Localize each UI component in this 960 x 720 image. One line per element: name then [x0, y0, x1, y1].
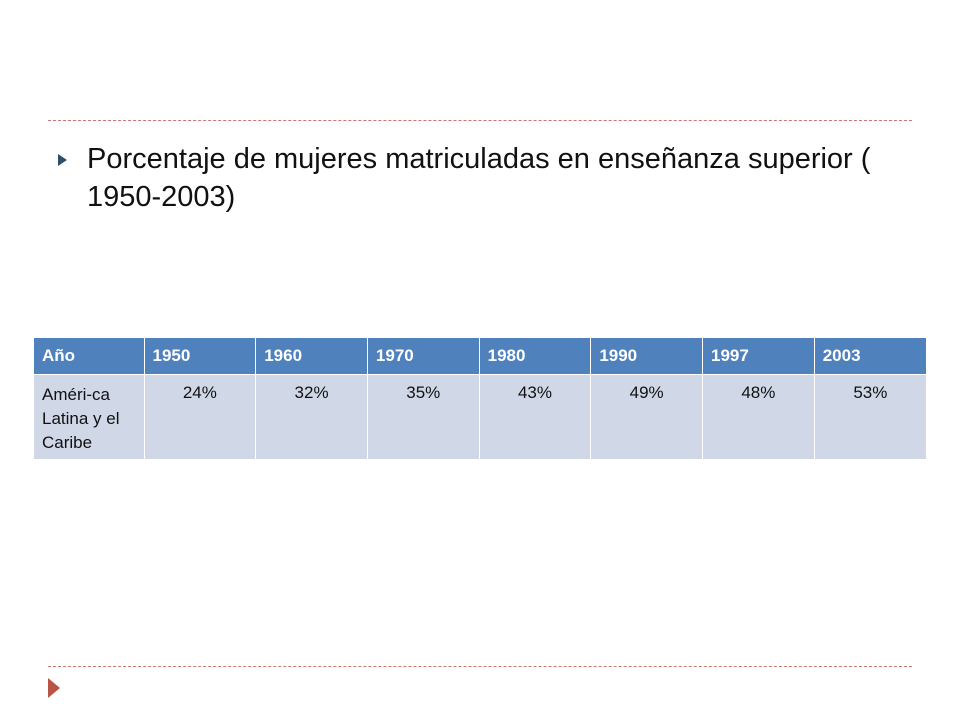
header-cell-year-label: Año: [34, 338, 145, 375]
value-cell-1990: 49%: [590, 374, 704, 459]
header-cell-2003: 2003: [814, 338, 926, 375]
header-cell-1980: 1980: [479, 338, 592, 375]
header-cell-1970: 1970: [367, 338, 480, 375]
header-cell-1950: 1950: [144, 338, 257, 375]
top-divider: [48, 120, 912, 121]
bullet-item: Porcentaje de mujeres matriculadas en en…: [58, 140, 878, 216]
value-cell-1980: 43%: [479, 374, 592, 459]
header-cell-1990: 1990: [590, 338, 704, 375]
bottom-divider: [48, 666, 912, 667]
bullet-text: Porcentaje de mujeres matriculadas en en…: [87, 143, 871, 213]
region-cell: Améri-ca Latina y el Caribe: [34, 374, 145, 459]
value-cell-1950: 24%: [144, 374, 257, 459]
value-cell-2003: 53%: [814, 374, 926, 459]
table-row: Améri-ca Latina y el Caribe 24% 32% 35% …: [34, 374, 926, 459]
value-cell-1970: 35%: [367, 374, 480, 459]
value-cell-1960: 32%: [255, 374, 368, 459]
table-header-row: Año 1950 1960 1970 1980 1990 1997 2003: [34, 338, 926, 375]
value-cell-1997: 48%: [702, 374, 815, 459]
bullet-arrow-icon: [58, 154, 67, 166]
header-cell-1997: 1997: [702, 338, 815, 375]
corner-arrow-icon: [48, 678, 60, 698]
enrollment-table: Año 1950 1960 1970 1980 1990 1997 2003 A…: [34, 338, 926, 459]
header-cell-1960: 1960: [255, 338, 368, 375]
